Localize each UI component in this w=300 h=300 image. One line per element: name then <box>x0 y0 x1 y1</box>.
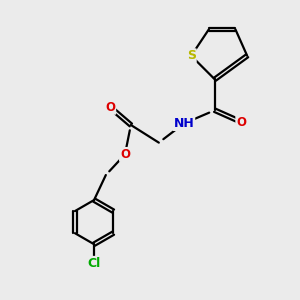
Text: O: O <box>120 148 130 161</box>
Text: NH: NH <box>173 117 194 130</box>
Text: O: O <box>236 116 246 128</box>
Text: Cl: Cl <box>87 257 101 270</box>
Text: O: O <box>105 101 115 114</box>
Text: S: S <box>187 49 196 62</box>
